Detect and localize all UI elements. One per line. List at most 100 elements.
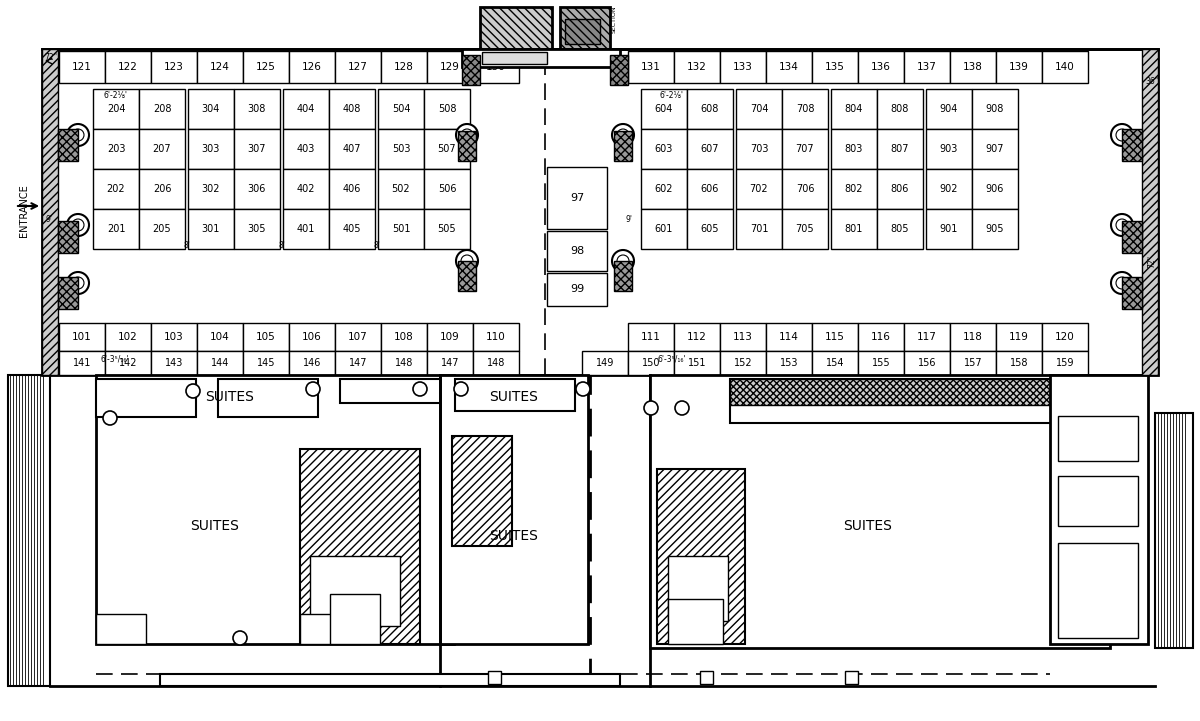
Bar xyxy=(736,89,782,129)
Text: 704: 704 xyxy=(750,104,768,114)
Text: 508: 508 xyxy=(438,104,456,114)
Text: 906: 906 xyxy=(986,184,1004,194)
Text: 903: 903 xyxy=(940,144,958,154)
Text: 607: 607 xyxy=(701,144,719,154)
Circle shape xyxy=(1111,272,1133,294)
Text: 301: 301 xyxy=(202,224,220,234)
Bar xyxy=(1122,277,1142,309)
Bar xyxy=(614,131,632,161)
Bar xyxy=(139,89,185,129)
Bar xyxy=(42,49,1158,375)
Text: 308: 308 xyxy=(248,104,266,114)
Circle shape xyxy=(186,384,200,398)
Circle shape xyxy=(1116,129,1128,141)
Bar xyxy=(94,89,139,129)
Bar xyxy=(674,51,720,83)
Bar xyxy=(1050,375,1148,644)
Text: 602: 602 xyxy=(655,184,673,194)
Text: 131: 131 xyxy=(641,62,661,72)
Bar xyxy=(427,351,473,375)
Text: 153: 153 xyxy=(780,358,798,368)
Text: 9': 9' xyxy=(625,215,632,224)
Text: 135: 135 xyxy=(826,62,845,72)
Text: 125: 125 xyxy=(256,62,276,72)
Text: 801: 801 xyxy=(845,224,863,234)
Text: 702: 702 xyxy=(750,184,768,194)
Bar xyxy=(283,169,329,209)
Text: 132: 132 xyxy=(688,62,707,72)
Text: 119: 119 xyxy=(1009,332,1028,342)
Text: 118: 118 xyxy=(964,332,983,342)
Text: 133: 133 xyxy=(733,62,752,72)
Text: 402: 402 xyxy=(296,184,316,194)
Bar xyxy=(628,51,674,83)
Text: 120: 120 xyxy=(1055,332,1075,342)
Bar xyxy=(686,89,733,129)
Bar xyxy=(628,323,674,351)
Bar xyxy=(458,261,476,291)
Text: 504: 504 xyxy=(391,104,410,114)
Text: 207: 207 xyxy=(152,144,172,154)
Text: 148: 148 xyxy=(487,358,505,368)
Text: 6'-3⁵/₁₆': 6'-3⁵/₁₆' xyxy=(658,355,686,363)
Bar xyxy=(926,209,972,249)
Bar xyxy=(845,671,858,684)
Bar xyxy=(462,49,620,67)
Bar xyxy=(668,599,722,644)
Text: 123: 123 xyxy=(164,62,184,72)
Circle shape xyxy=(72,129,84,141)
Bar xyxy=(830,209,877,249)
Bar xyxy=(139,209,185,249)
Circle shape xyxy=(461,129,473,141)
Bar xyxy=(1042,351,1088,375)
Text: 401: 401 xyxy=(296,224,316,234)
Text: SUITES: SUITES xyxy=(191,519,240,533)
Text: 902: 902 xyxy=(940,184,959,194)
Text: 156: 156 xyxy=(918,358,936,368)
Text: 601: 601 xyxy=(655,224,673,234)
Text: 36": 36" xyxy=(1145,76,1159,86)
Text: 147: 147 xyxy=(349,358,367,368)
Bar xyxy=(877,129,923,169)
Text: 408: 408 xyxy=(343,104,361,114)
Bar xyxy=(812,51,858,83)
Text: 404: 404 xyxy=(296,104,316,114)
Bar xyxy=(151,323,197,351)
Bar xyxy=(674,323,720,351)
Bar xyxy=(310,556,400,626)
Bar xyxy=(197,351,242,375)
Bar xyxy=(996,351,1042,375)
Text: 8': 8' xyxy=(278,242,286,250)
Bar xyxy=(42,49,58,375)
Text: 304: 304 xyxy=(202,104,220,114)
Text: 203: 203 xyxy=(107,144,125,154)
Bar xyxy=(289,51,335,83)
Bar xyxy=(188,209,234,249)
Text: 202: 202 xyxy=(107,184,125,194)
Text: ENTRANCE: ENTRANCE xyxy=(19,185,29,237)
Bar xyxy=(1058,416,1138,461)
Bar xyxy=(424,129,470,169)
Bar xyxy=(188,89,234,129)
Text: 140: 140 xyxy=(1055,62,1075,72)
Bar xyxy=(720,351,766,375)
Text: 6'-2⅛': 6'-2⅛' xyxy=(103,91,127,99)
Bar xyxy=(340,379,454,403)
Bar xyxy=(904,323,950,351)
Bar xyxy=(1042,51,1088,83)
Bar xyxy=(812,351,858,375)
Bar xyxy=(289,351,335,375)
Circle shape xyxy=(461,255,473,267)
Text: SUITES: SUITES xyxy=(490,529,539,543)
Bar xyxy=(300,449,420,644)
Bar xyxy=(378,89,424,129)
Bar xyxy=(188,129,234,169)
Text: 306: 306 xyxy=(248,184,266,194)
Bar xyxy=(782,89,828,129)
Text: 208: 208 xyxy=(152,104,172,114)
Text: 907: 907 xyxy=(985,144,1004,154)
Bar xyxy=(782,129,828,169)
Circle shape xyxy=(233,631,247,645)
Bar xyxy=(766,51,812,83)
Bar xyxy=(440,375,588,644)
